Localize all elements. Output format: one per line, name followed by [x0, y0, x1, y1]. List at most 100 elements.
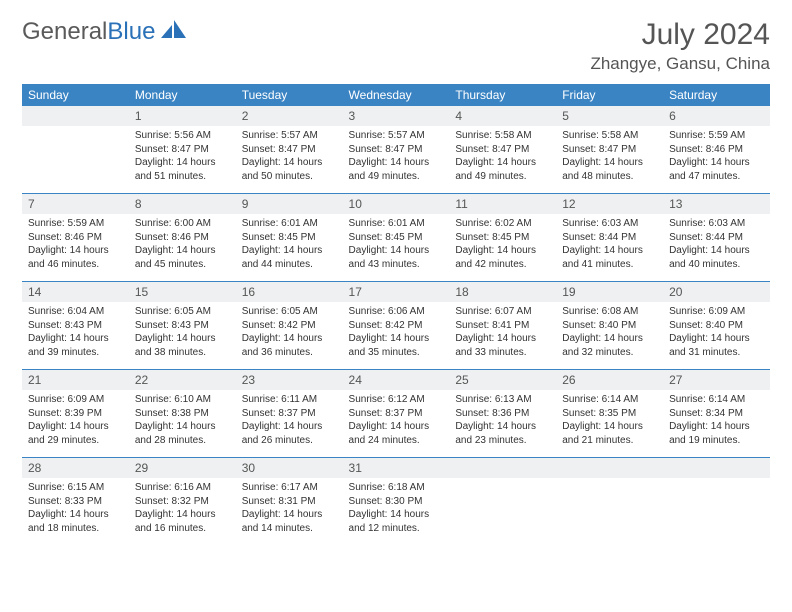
- day-detail-line: Sunrise: 6:10 AM: [135, 393, 230, 407]
- day-detail-line: Sunset: 8:42 PM: [242, 319, 337, 333]
- day-number-row: 123456: [22, 106, 770, 126]
- day-detail-line: and 32 minutes.: [562, 346, 657, 360]
- day-content-row: Sunrise: 5:59 AMSunset: 8:46 PMDaylight:…: [22, 214, 770, 282]
- day-cell: Sunrise: 5:59 AMSunset: 8:46 PMDaylight:…: [663, 126, 770, 194]
- day-detail-line: and 12 minutes.: [349, 522, 444, 536]
- day-detail-line: Sunset: 8:39 PM: [28, 407, 123, 421]
- day-cell: Sunrise: 6:09 AMSunset: 8:39 PMDaylight:…: [22, 390, 129, 458]
- day-detail-line: and 24 minutes.: [349, 434, 444, 448]
- calendar: Sunday Monday Tuesday Wednesday Thursday…: [22, 84, 770, 545]
- day-detail-line: Sunrise: 6:17 AM: [242, 481, 337, 495]
- day-number: 31: [343, 458, 450, 479]
- day-detail-line: Sunset: 8:32 PM: [135, 495, 230, 509]
- day-detail-line: Sunrise: 6:09 AM: [669, 305, 764, 319]
- day-cell: Sunrise: 5:58 AMSunset: 8:47 PMDaylight:…: [449, 126, 556, 194]
- day-cell: Sunrise: 6:05 AMSunset: 8:43 PMDaylight:…: [129, 302, 236, 370]
- day-number: 28: [22, 458, 129, 479]
- day-detail-line: Sunset: 8:47 PM: [349, 143, 444, 157]
- day-detail-line: Sunrise: 6:16 AM: [135, 481, 230, 495]
- day-cell: Sunrise: 6:06 AMSunset: 8:42 PMDaylight:…: [343, 302, 450, 370]
- day-number: 18: [449, 282, 556, 303]
- day-detail-line: Daylight: 14 hours: [669, 156, 764, 170]
- day-detail-line: Daylight: 14 hours: [562, 156, 657, 170]
- day-number: 3: [343, 106, 450, 126]
- weekday-header: Thursday: [449, 84, 556, 106]
- day-detail-line: Sunrise: 6:00 AM: [135, 217, 230, 231]
- day-number: 14: [22, 282, 129, 303]
- weekday-header: Tuesday: [236, 84, 343, 106]
- day-detail-line: Daylight: 14 hours: [135, 244, 230, 258]
- day-number: [556, 458, 663, 479]
- day-number-row: 78910111213: [22, 194, 770, 215]
- location: Zhangye, Gansu, China: [590, 54, 770, 74]
- day-number: 8: [129, 194, 236, 215]
- day-number-row: 28293031: [22, 458, 770, 479]
- day-detail-line: Daylight: 14 hours: [135, 332, 230, 346]
- day-detail-line: Sunset: 8:45 PM: [242, 231, 337, 245]
- day-cell: Sunrise: 6:03 AMSunset: 8:44 PMDaylight:…: [556, 214, 663, 282]
- day-cell: Sunrise: 5:56 AMSunset: 8:47 PMDaylight:…: [129, 126, 236, 194]
- day-cell: Sunrise: 6:07 AMSunset: 8:41 PMDaylight:…: [449, 302, 556, 370]
- day-number: 19: [556, 282, 663, 303]
- day-detail-line: Daylight: 14 hours: [669, 244, 764, 258]
- day-number: 1: [129, 106, 236, 126]
- day-detail-line: Sunset: 8:42 PM: [349, 319, 444, 333]
- weekday-header: Sunday: [22, 84, 129, 106]
- day-number: 29: [129, 458, 236, 479]
- day-detail-line: Daylight: 14 hours: [349, 508, 444, 522]
- day-cell: Sunrise: 6:16 AMSunset: 8:32 PMDaylight:…: [129, 478, 236, 545]
- day-detail-line: Daylight: 14 hours: [455, 244, 550, 258]
- day-detail-line: and 40 minutes.: [669, 258, 764, 272]
- day-number: 23: [236, 370, 343, 391]
- day-detail-line: and 44 minutes.: [242, 258, 337, 272]
- day-detail-line: and 33 minutes.: [455, 346, 550, 360]
- day-detail-line: Sunrise: 6:06 AM: [349, 305, 444, 319]
- day-detail-line: Sunrise: 6:04 AM: [28, 305, 123, 319]
- day-detail-line: Sunrise: 5:57 AM: [349, 129, 444, 143]
- day-cell: Sunrise: 5:57 AMSunset: 8:47 PMDaylight:…: [343, 126, 450, 194]
- day-content-row: Sunrise: 6:15 AMSunset: 8:33 PM Daylight:…: [22, 478, 770, 545]
- day-detail-line: and 38 minutes.: [135, 346, 230, 360]
- day-detail-line: Daylight: 14 hours: [242, 156, 337, 170]
- day-detail-line: Daylight: 14 hours: [455, 332, 550, 346]
- day-detail-line: Daylight: 14 hours: [349, 332, 444, 346]
- day-detail-line: and 41 minutes.: [562, 258, 657, 272]
- day-number: 2: [236, 106, 343, 126]
- logo-sail-icon: [161, 18, 187, 46]
- day-number: 22: [129, 370, 236, 391]
- day-cell: Sunrise: 6:08 AMSunset: 8:40 PMDaylight:…: [556, 302, 663, 370]
- header: GeneralBlue July 2024 Zhangye, Gansu, Ch…: [22, 18, 770, 74]
- day-number: 5: [556, 106, 663, 126]
- day-detail-line: Daylight: 14 hours: [349, 420, 444, 434]
- day-detail-line: Daylight: 14 hours: [562, 244, 657, 258]
- day-detail-line: Sunset: 8:33 PM: [28, 495, 123, 509]
- day-detail-line: Sunset: 8:47 PM: [562, 143, 657, 157]
- day-cell: Sunrise: 5:58 AMSunset: 8:47 PMDaylight:…: [556, 126, 663, 194]
- day-cell: Sunrise: 5:57 AMSunset: 8:47 PMDaylight:…: [236, 126, 343, 194]
- logo-text-1: General: [22, 18, 107, 46]
- day-detail-line: Sunrise: 6:08 AM: [562, 305, 657, 319]
- day-detail-line: Sunrise: 6:09 AM: [28, 393, 123, 407]
- day-detail-line: and 46 minutes.: [28, 258, 123, 272]
- day-detail-line: Sunrise: 6:01 AM: [242, 217, 337, 231]
- day-detail-line: Sunset: 8:47 PM: [242, 143, 337, 157]
- day-detail-line: Sunrise: 6:05 AM: [242, 305, 337, 319]
- day-detail-line: Sunset: 8:37 PM: [242, 407, 337, 421]
- day-cell: Sunrise: 6:04 AMSunset: 8:43 PMDaylight:…: [22, 302, 129, 370]
- day-detail-line: Sunset: 8:46 PM: [669, 143, 764, 157]
- day-detail-line: Sunset: 8:43 PM: [135, 319, 230, 333]
- day-detail-line: and 28 minutes.: [135, 434, 230, 448]
- day-detail-line: and 16 minutes.: [135, 522, 230, 536]
- day-detail-line: Sunset: 8:36 PM: [455, 407, 550, 421]
- day-detail-line: Sunrise: 6:15 AM: [28, 481, 123, 495]
- day-detail-line: Sunrise: 6:03 AM: [669, 217, 764, 231]
- day-number-row: 21222324252627: [22, 370, 770, 391]
- day-cell: Sunrise: 6:11 AMSunset: 8:37 PMDaylight:…: [236, 390, 343, 458]
- day-number: 15: [129, 282, 236, 303]
- day-detail-line: Sunrise: 6:01 AM: [349, 217, 444, 231]
- day-cell: [449, 478, 556, 545]
- day-cell: Sunrise: 6:10 AMSunset: 8:38 PMDaylight:…: [129, 390, 236, 458]
- month-title: July 2024: [590, 18, 770, 52]
- day-cell: Sunrise: 6:02 AMSunset: 8:45 PMDaylight:…: [449, 214, 556, 282]
- day-detail-line: Sunrise: 6:02 AM: [455, 217, 550, 231]
